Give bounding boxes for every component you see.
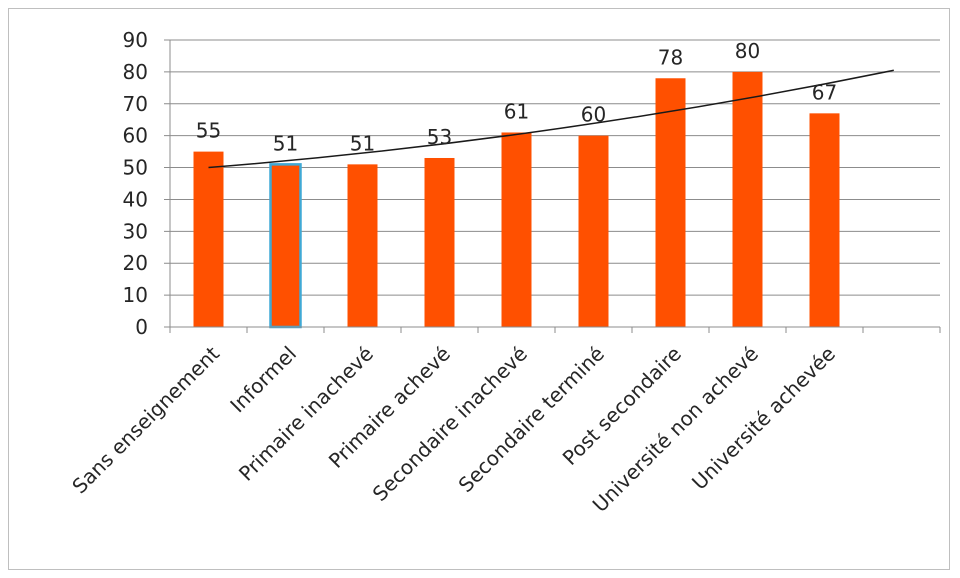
data-label: 55 [196,119,221,143]
data-label: 60 [581,103,606,127]
chart-frame [8,8,950,570]
bar [655,78,686,328]
bar [424,157,455,327]
trendline-path [208,69,894,169]
y-tick-label: 50 [123,156,148,180]
bar [732,71,763,327]
trendline [208,69,894,169]
bars [193,71,840,329]
x-tick-label: Secondaire terminé [454,342,609,497]
data-label: 80 [735,39,760,63]
y-tick-label: 0 [135,315,148,339]
data-label: 67 [812,80,837,104]
y-tick-label: 20 [123,251,148,275]
y-tick-label: 90 [123,28,148,52]
bar [578,135,609,327]
bar [269,163,302,329]
bar [501,132,532,327]
y-tick-label: 60 [123,124,148,148]
x-tick-label: Informel [225,342,301,418]
x-tick-label: Primaire inachevé [234,342,378,486]
data-label: 78 [658,45,683,69]
data-label: 51 [350,131,375,155]
y-tick-label: 80 [123,60,148,84]
y-tick-label: 30 [123,219,148,243]
x-tick-label: Secondaire inachevé [368,342,532,506]
x-tick-label: Sans enseignement [67,341,224,498]
data-label: 61 [504,99,529,123]
x-tick-label: Université achevée [687,342,840,495]
bar [193,151,224,327]
data-label: 53 [427,125,452,149]
y-tick-label: 10 [123,283,148,307]
y-tick-label: 70 [123,92,148,116]
axes [164,40,941,333]
data-label: 51 [273,131,298,155]
bar [347,164,378,327]
y-tick-label: 40 [123,187,148,211]
bar [809,113,840,327]
